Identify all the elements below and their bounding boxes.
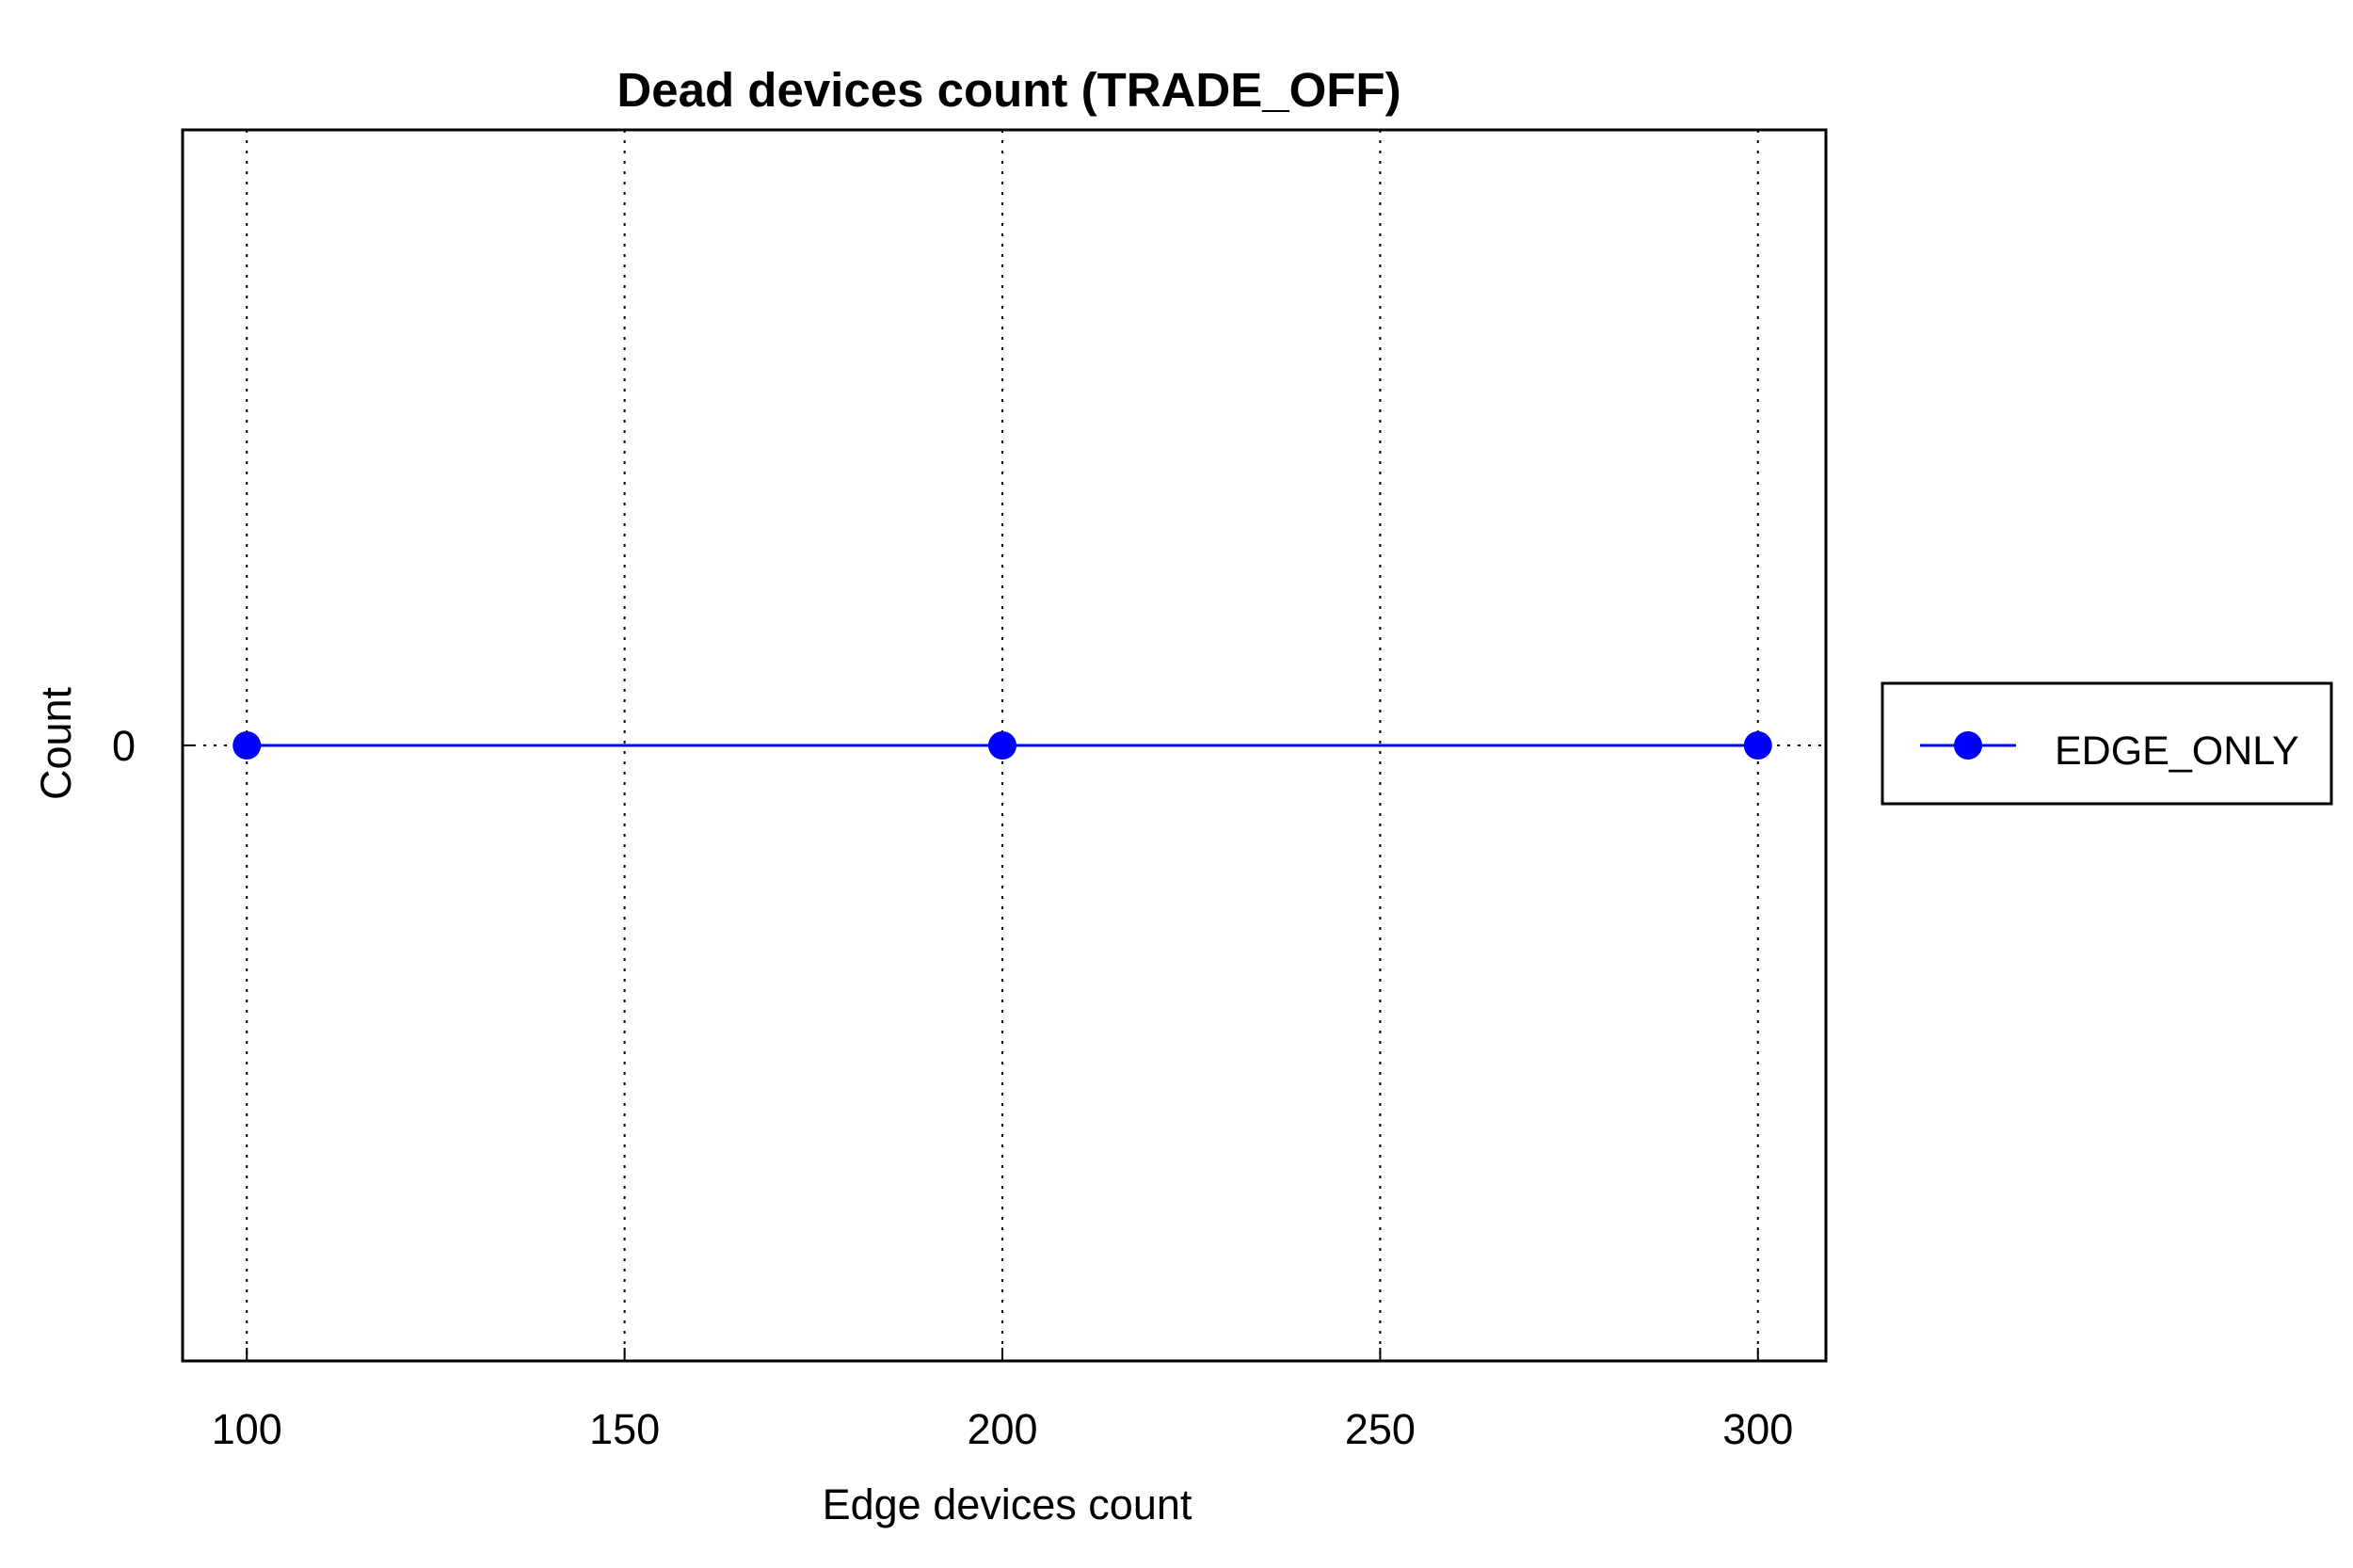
legend-label-edge-only: EDGE_ONLY [2055, 728, 2299, 774]
axis-ticks: 100 150 200 250 300 0 [112, 722, 1793, 1453]
x-axis-label: Edge devices count [823, 1480, 1193, 1528]
legend-box [1881, 681, 2333, 806]
x-tick-label: 300 [1722, 1405, 1793, 1453]
x-tick-label: 100 [212, 1405, 282, 1453]
legend-marker-edge-only [1954, 731, 1982, 760]
x-tick-label: 250 [1345, 1405, 1416, 1453]
data-point-edge-only [987, 731, 1016, 760]
legend: EDGE_ONLY [1881, 681, 2333, 806]
y-axis-label: Count [32, 686, 80, 800]
series-layer [232, 731, 1772, 760]
chart-title: Dead devices count (TRADE_OFF) [616, 63, 1401, 117]
data-point-edge-only [1743, 731, 1772, 760]
data-point-edge-only [232, 731, 262, 760]
x-tick-label: 200 [967, 1405, 1037, 1453]
y-tick-label: 0 [112, 722, 136, 770]
x-tick-label: 150 [589, 1405, 660, 1453]
